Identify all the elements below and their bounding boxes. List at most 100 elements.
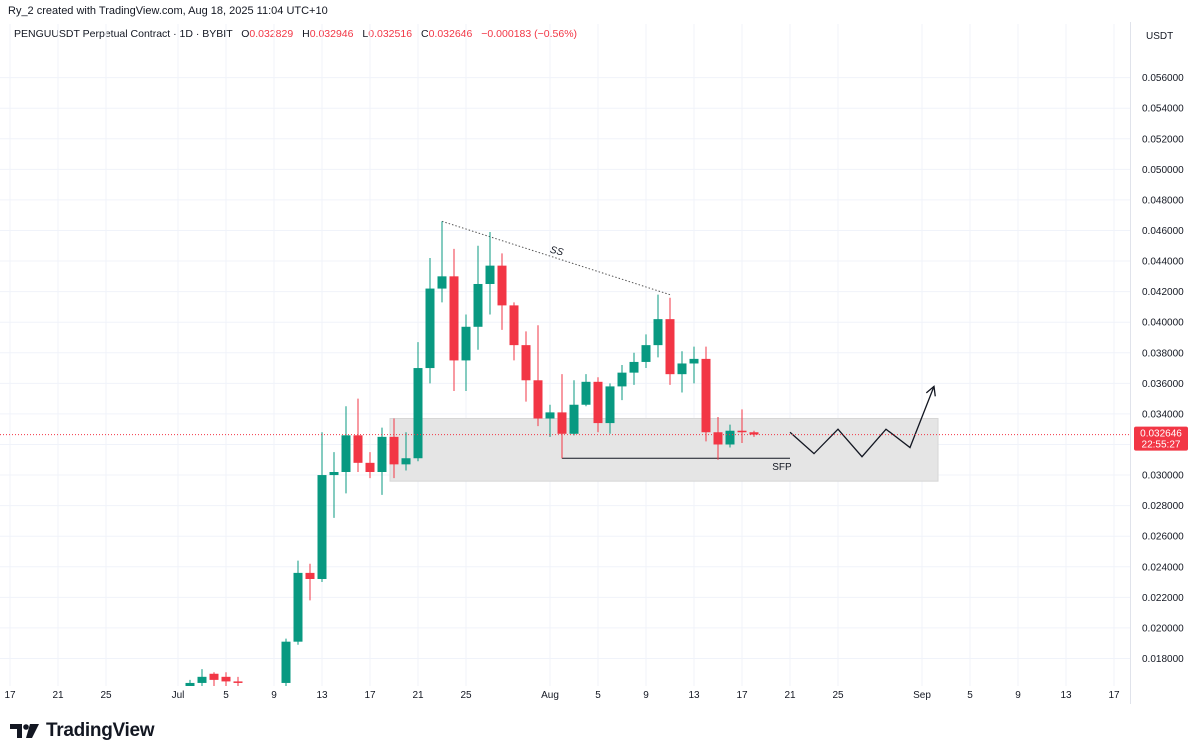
projection-arrowhead [925,385,936,397]
candle [533,325,543,427]
candle-body [353,435,363,463]
candle-body [725,430,735,445]
candle-body [377,436,387,472]
time-axis[interactable]: 17 21 25 Jul 5 9 13 17 21 25 Aug 5 9 13 17 21 25 Sep 5 9 13 1… [4,690,1120,701]
candle-body [233,681,243,683]
candle [569,380,579,436]
candle [341,406,351,494]
time-tick-label: 9 [1015,690,1021,701]
time-tick-label: 17 [364,690,376,701]
price-tick-label: 0.048000 [1142,195,1184,206]
price-tick-label: 0.030000 [1142,471,1184,482]
time-tick-label: 9 [271,690,277,701]
price-tick-label: 0.028000 [1142,501,1184,512]
last-price-value: 0.032646 [1140,429,1182,440]
time-tick-label: 13 [1060,690,1072,701]
low-label: L [362,28,369,40]
candle-body [677,363,687,375]
candle [737,409,747,443]
candle [365,452,375,479]
candle [389,418,399,479]
price-tick-label: 0.020000 [1142,623,1184,634]
candle [209,672,219,686]
candle-body [521,345,531,381]
candle [197,669,207,686]
candle-body [329,472,339,476]
price-axis[interactable]: 0.018000 0.020000 0.022000 0.024000 0.026000… [1142,73,1184,665]
candle-body [281,641,291,683]
close-label: C [420,28,429,40]
time-tick-label: 5 [595,690,601,701]
price-tick-label: 0.040000 [1142,318,1184,329]
candle-body [209,673,219,680]
time-tick-label: 5 [223,690,229,701]
candle-body [293,572,303,642]
price-tick-label: 0.034000 [1142,409,1184,420]
candle-body [593,381,603,424]
candle-layer [185,221,759,686]
time-tick-label: 21 [412,690,424,701]
candle [449,248,459,391]
candle-body [317,475,327,579]
grid-layer [0,24,1130,686]
time-tick-label: 5 [967,690,973,701]
candle-body [653,319,663,346]
candle [665,297,675,385]
candle-body [185,682,195,686]
high-label: H [302,28,310,40]
projection-path [789,386,935,458]
candle [485,232,495,315]
candle-body [197,676,207,683]
candle-body [449,276,459,361]
candle-body [473,283,483,327]
candle-body [629,361,639,373]
price-tick-label: 0.022000 [1142,593,1184,604]
currency-label[interactable]: USDT [1146,31,1174,42]
candle [653,294,663,358]
candle [425,258,435,384]
tradingview-logo-icon [10,724,39,738]
tradingview-logo[interactable]: TradingView [10,720,155,742]
candle [233,676,243,686]
candle [185,679,195,686]
time-tick-label: 25 [460,690,472,701]
price-tick-label: 0.036000 [1142,379,1184,390]
high-value: 0.032946 [309,28,354,40]
time-tick-label: 13 [316,690,328,701]
candle-body [413,368,423,459]
candle [593,377,603,433]
candle-body [437,276,447,289]
candle [281,638,291,686]
change-value: −0.000183 (−0.56%) [481,28,578,40]
bar-countdown: 22:55:27 [1142,440,1181,451]
candle [509,302,519,361]
candle [377,427,387,495]
time-tick-label: 13 [688,690,700,701]
last-price-badge [1134,426,1188,451]
price-tick-label: 0.054000 [1142,104,1184,115]
price-tick-label: 0.026000 [1142,532,1184,543]
trendline-ss [441,220,671,296]
candle-body [497,265,507,306]
time-tick-label: 21 [784,690,796,701]
candle [461,314,471,391]
candle [545,404,555,437]
candle [677,351,687,393]
candle-body [557,412,567,434]
time-tick-label: 17 [4,690,16,701]
candle-body [665,319,675,375]
time-tick-label: 9 [643,690,649,701]
candle [305,563,315,601]
price-tick-label: 0.050000 [1142,165,1184,176]
time-tick-label: Jul [172,690,185,701]
price-tick-label: 0.044000 [1142,257,1184,268]
candle-body [701,358,711,433]
candle [617,365,627,401]
candle [353,398,363,472]
open-value: 0.032829 [249,28,294,40]
annotation-layer: SS SFP [441,220,936,473]
candle [641,334,651,369]
trendline-label: SS [549,245,565,259]
candle-body [425,288,435,369]
